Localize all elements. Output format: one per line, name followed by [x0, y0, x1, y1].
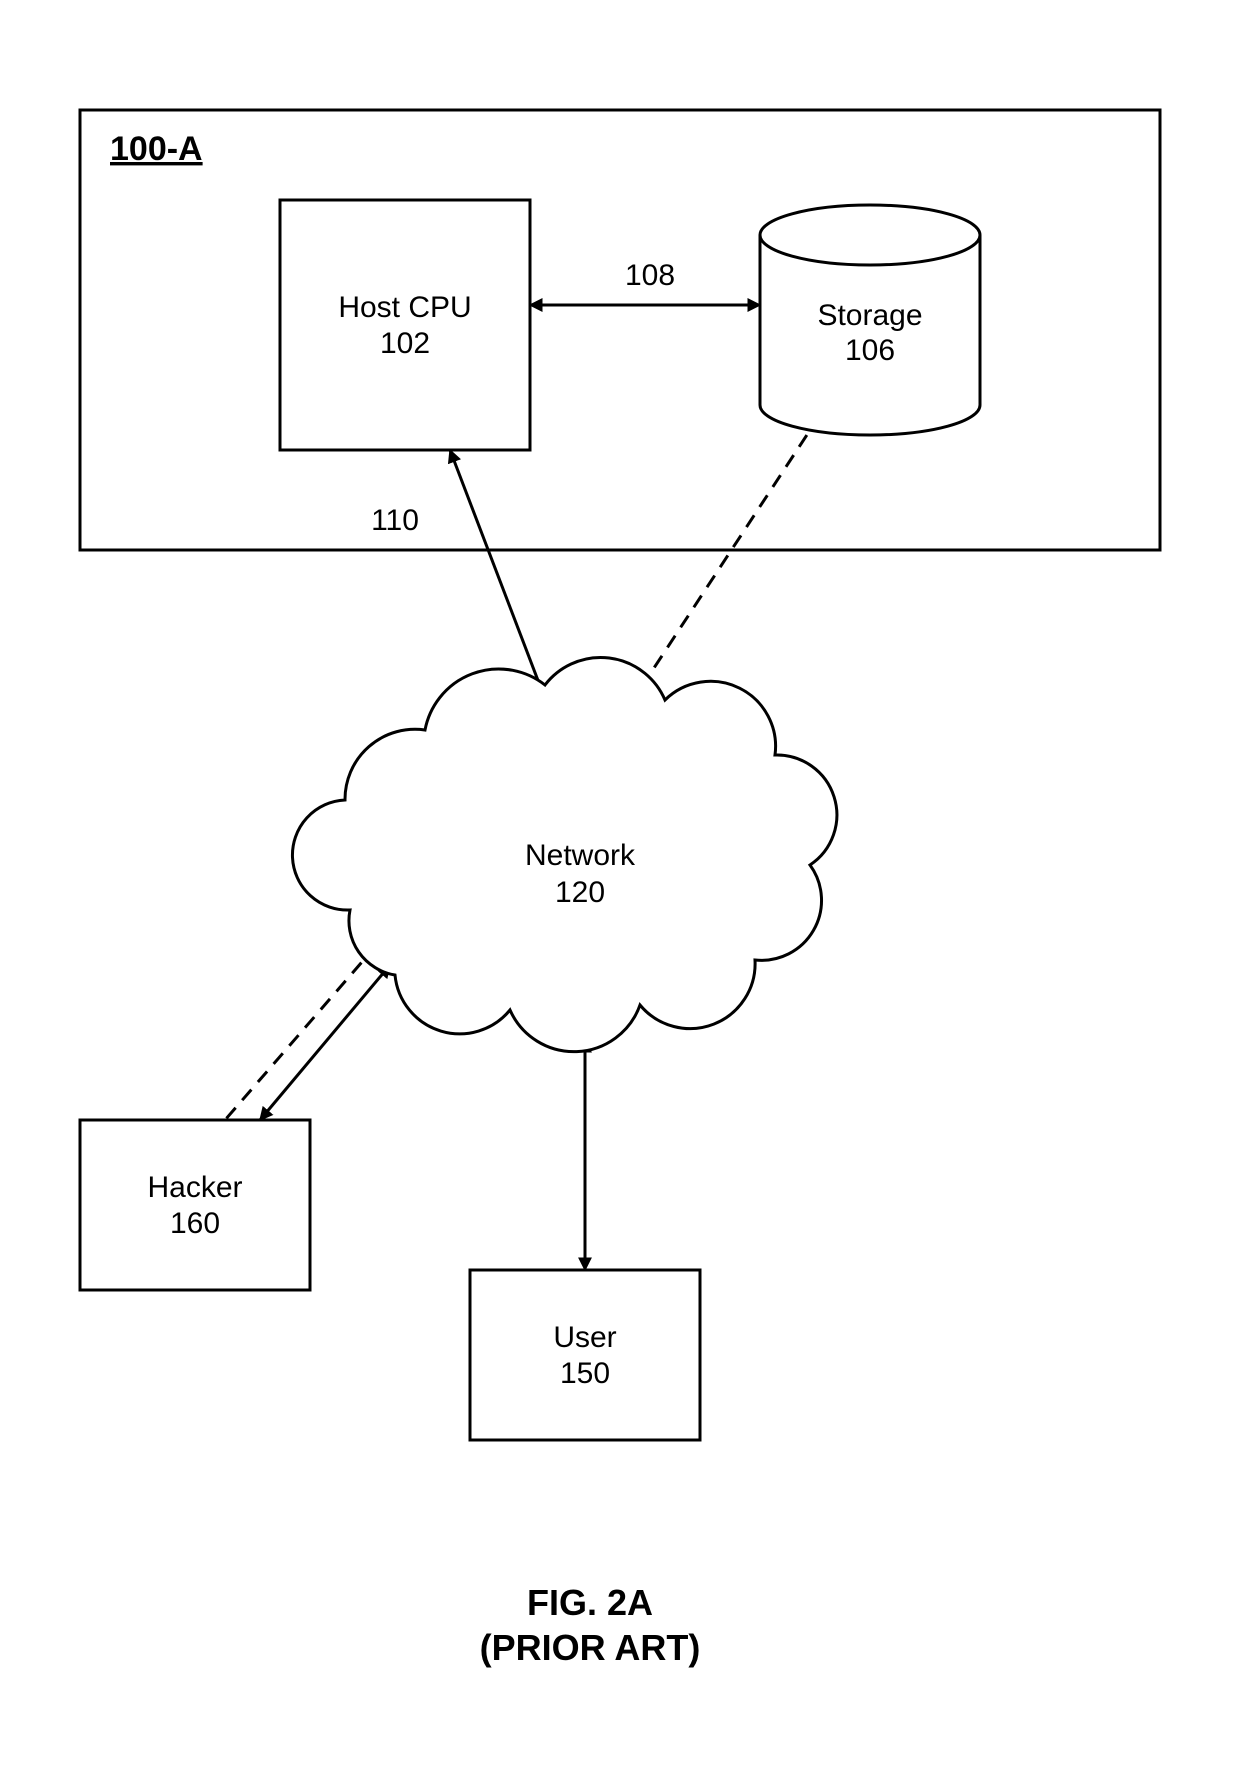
- storage-label: Storage: [817, 299, 922, 332]
- edge-network-hacker: [260, 965, 390, 1120]
- edge-cpu-storage-label: 108: [625, 259, 675, 292]
- user-label: User: [553, 1321, 616, 1354]
- figure-caption-line2: (PRIOR ART): [480, 1627, 701, 1668]
- system-container: [80, 110, 1160, 550]
- network-ref: 120: [555, 876, 605, 909]
- network-label: Network: [525, 839, 636, 872]
- storage-ref: 106: [845, 334, 895, 367]
- figure-caption-line1: FIG. 2A: [527, 1582, 653, 1623]
- hacker-label: Hacker: [147, 1171, 242, 1204]
- host-cpu-ref: 102: [380, 327, 430, 360]
- hacker-ref: 160: [170, 1207, 220, 1240]
- storage-top: [760, 205, 980, 265]
- host-cpu-label: Host CPU: [338, 291, 471, 324]
- user-ref: 150: [560, 1357, 610, 1390]
- system-container-label: 100-A: [110, 130, 203, 168]
- host-cpu-box: [280, 200, 530, 450]
- edge-cpu-network-label: 110: [371, 504, 419, 537]
- hacker-box: [80, 1120, 310, 1290]
- user-box: [470, 1270, 700, 1440]
